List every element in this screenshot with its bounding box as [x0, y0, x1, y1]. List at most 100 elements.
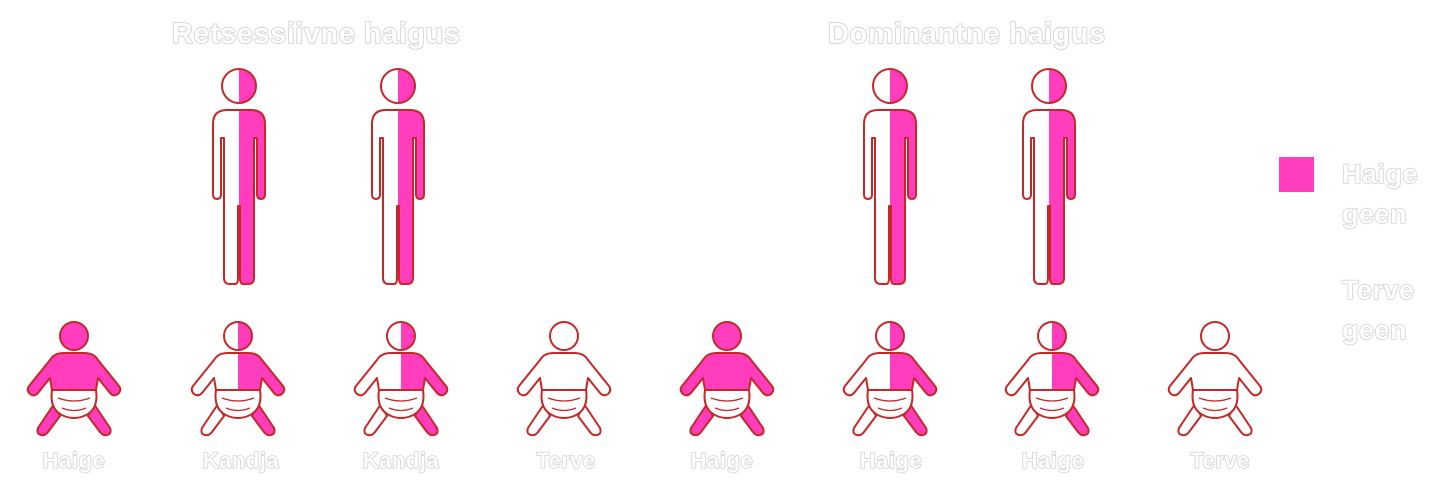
parent-body-fill [398, 110, 424, 284]
parent-head-fill [890, 69, 907, 103]
legend-disease-label: Haige geen [1342, 159, 1419, 230]
child-leg-right-base [578, 404, 601, 436]
child-diaper-fold [221, 397, 255, 402]
child-leg-left-outline [852, 403, 877, 437]
child-body-fill [1052, 353, 1099, 396]
child-diaper-fold [384, 397, 418, 402]
child-figure [840, 320, 940, 438]
child-body-outline [1004, 352, 1100, 397]
parent-figure [356, 66, 440, 286]
child-leg-right-fill [88, 404, 111, 436]
child-leg-left-outline [363, 403, 388, 437]
child-body-outline [353, 352, 449, 397]
child-label: Haige [859, 448, 923, 474]
parent-body-fill [239, 110, 265, 284]
child-leg-right-base [1229, 404, 1252, 436]
child-leg-right-fill [741, 404, 764, 436]
child-leg-left-fill [690, 404, 713, 436]
child-leg-left-base [853, 404, 876, 436]
child-diaper-fold [551, 407, 577, 412]
child-diaper-fold [710, 397, 744, 402]
parent-head-fill [239, 69, 256, 103]
child-diaper-fold [1035, 397, 1069, 402]
child-head-outline [1200, 321, 1230, 351]
child-head-outline [712, 321, 742, 351]
parent-head-outline [221, 68, 257, 104]
parent-body-fill [890, 110, 916, 284]
parent-figure [1007, 66, 1091, 286]
parent-figure [197, 66, 281, 286]
parent-body-outline [1022, 109, 1076, 285]
child-leg-left-base [364, 404, 387, 436]
child-figure [1002, 320, 1102, 438]
child-diaper [1191, 389, 1239, 419]
child-diaper-fold [1039, 407, 1065, 412]
child-leg-right-outline [251, 403, 276, 437]
child-head-outline [549, 321, 579, 351]
child-body-fill [890, 353, 937, 396]
child-diaper [377, 389, 425, 419]
child-leg-left-outline [36, 403, 61, 437]
parent-body-outline [863, 109, 917, 285]
child-figure [677, 320, 777, 438]
child-label: Haige [690, 448, 754, 474]
child-leg-right-outline [903, 403, 928, 437]
child-diaper-fold [714, 407, 740, 412]
child-head-outline [1037, 321, 1067, 351]
child-head-fill [890, 322, 904, 350]
child-diaper-fold [1198, 397, 1232, 402]
child-body-fill [238, 353, 285, 396]
child-body-outline [1167, 352, 1263, 397]
child-leg-left-base [1178, 404, 1201, 436]
child-body-fill [27, 353, 121, 396]
child-body-base [517, 353, 611, 396]
child-figure [188, 320, 288, 438]
child-diaper [214, 389, 262, 419]
child-head-base [1201, 322, 1229, 350]
child-label: Kandja [362, 448, 440, 474]
parent-body-fill [1049, 110, 1075, 284]
child-body-outline [842, 352, 938, 397]
child-diaper [50, 389, 98, 419]
child-leg-left-outline [200, 403, 225, 437]
child-diaper-fold [1202, 407, 1228, 412]
child-leg-left-base [1015, 404, 1038, 436]
child-body-base [1168, 353, 1262, 396]
child-label: Haige [1021, 448, 1085, 474]
child-label: Terve [536, 448, 596, 474]
child-label: Terve [1190, 448, 1250, 474]
child-diaper [866, 389, 914, 419]
child-body-outline [190, 352, 286, 397]
title-recessive: Retsessiivne haigus [171, 17, 461, 50]
child-body-outline [26, 352, 122, 397]
child-head-fill [1052, 322, 1066, 350]
parent-head-outline [872, 68, 908, 104]
parent-body-outline [371, 109, 425, 285]
child-leg-left-outline [1177, 403, 1202, 437]
child-leg-right-fill [252, 404, 275, 436]
child-leg-left-outline [689, 403, 714, 437]
child-diaper-fold [877, 407, 903, 412]
child-leg-right-fill [415, 404, 438, 436]
child-label: Kandja [202, 448, 280, 474]
child-leg-left-outline [526, 403, 551, 437]
child-leg-right-outline [1228, 403, 1253, 437]
child-diaper-fold [388, 407, 414, 412]
child-figure [24, 320, 124, 438]
child-head-fill [401, 322, 415, 350]
child-body-outline [516, 352, 612, 397]
child-diaper [1028, 389, 1076, 419]
child-leg-right-outline [1065, 403, 1090, 437]
title-dominant: Dominantne haigus [827, 17, 1106, 50]
parent-body-outline [212, 109, 266, 285]
parent-figure [848, 66, 932, 286]
child-head-fill [60, 322, 88, 350]
child-figure [351, 320, 451, 438]
legend-healthy-label: Terve geen [1342, 275, 1415, 346]
child-leg-right-outline [87, 403, 112, 437]
child-head-outline [875, 321, 905, 351]
child-body-fill [401, 353, 448, 396]
child-diaper-fold [873, 397, 907, 402]
parent-head-outline [380, 68, 416, 104]
child-head-outline [59, 321, 89, 351]
